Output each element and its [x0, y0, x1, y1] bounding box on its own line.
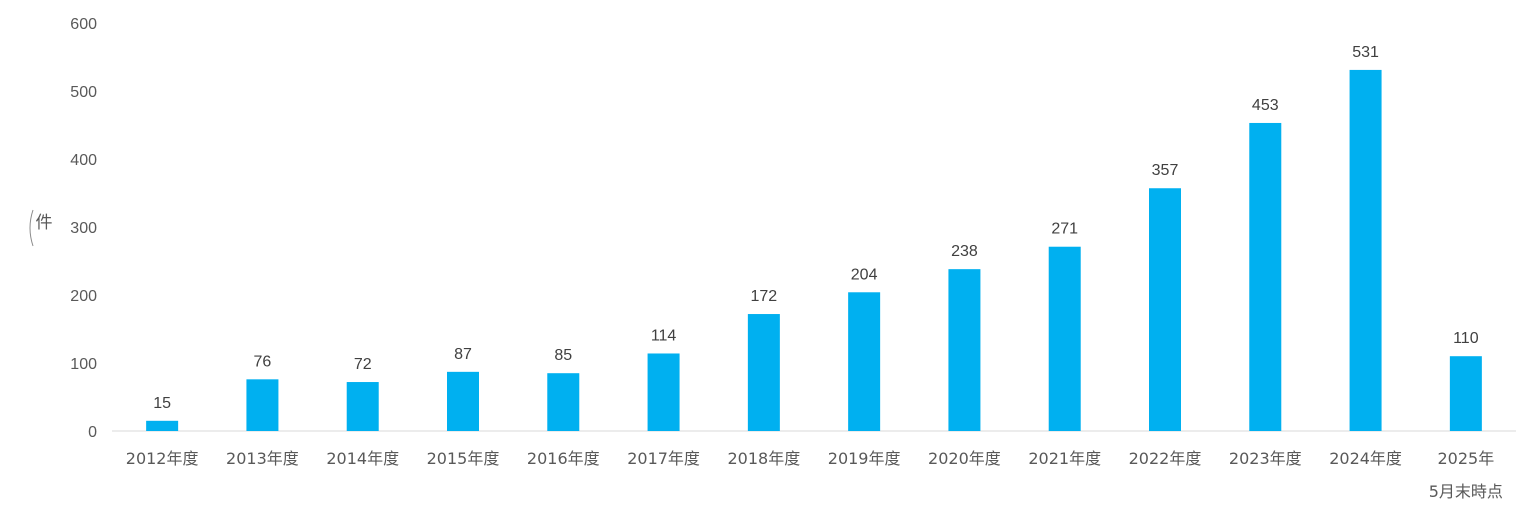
x-tick-label: 2020年度 [928, 449, 1001, 468]
data-label: 271 [1051, 221, 1078, 238]
data-labels: 15 76 72 87 85 114 172 204 238 271 357 453 531 110 [153, 44, 1478, 412]
y-tick-label: 200 [70, 288, 97, 305]
data-label: 15 [153, 395, 171, 412]
x-tick-label: 2023年度 [1229, 449, 1302, 468]
data-label: 238 [951, 243, 978, 260]
y-axis-label: 件 [36, 213, 53, 233]
y-axis-label-bracket [29, 209, 34, 247]
data-label: 114 [651, 327, 677, 344]
x-tick-label: 2025年 [1437, 449, 1494, 468]
x-tick-label: 2018年度 [727, 449, 800, 468]
bar-series [146, 69, 1482, 432]
x-tick-label: 2012年度 [126, 449, 199, 468]
bar [1048, 246, 1081, 431]
x-tick-label: 2014年度 [326, 449, 399, 468]
bar [1249, 122, 1282, 432]
data-label: 531 [1352, 44, 1379, 61]
bar [447, 371, 479, 431]
x-tick-label: 2016年度 [527, 449, 600, 468]
bar [547, 373, 580, 431]
data-label: 453 [1252, 97, 1279, 114]
y-axis-ticks: 0 100 200 300 400 500 600 [70, 16, 97, 441]
bar [346, 382, 379, 431]
bar [848, 292, 881, 431]
data-label: 87 [454, 346, 472, 363]
y-tick-label: 100 [70, 356, 97, 373]
data-label: 204 [851, 266, 878, 283]
data-label: 172 [751, 288, 778, 305]
bar [1449, 356, 1482, 431]
bar [146, 420, 179, 431]
x-tick-label: 2013年度 [226, 449, 299, 468]
x-tick-sublabel: 5月末時点 [1429, 482, 1503, 501]
bar [647, 353, 680, 431]
y-tick-label: 500 [70, 84, 97, 101]
x-axis-categories: 2012年度 2013年度 2014年度 2015年度 2016年度 2017年度 2018… [126, 449, 1503, 501]
x-tick-label: 2019年度 [828, 449, 901, 468]
x-tick-label: 2015年度 [427, 449, 500, 468]
x-tick-label: 2017年度 [627, 449, 700, 468]
bar [246, 379, 279, 431]
y-tick-label: 0 [88, 424, 97, 441]
bar [948, 269, 981, 431]
data-label: 357 [1152, 162, 1179, 179]
x-tick-label: 2022年度 [1129, 449, 1202, 468]
y-tick-label: 600 [70, 16, 97, 33]
bar [1349, 69, 1382, 432]
bar [1149, 188, 1181, 431]
x-tick-label: 2021年度 [1028, 449, 1101, 468]
bar [747, 314, 780, 431]
y-tick-label: 300 [70, 220, 97, 237]
y-tick-label: 400 [70, 152, 97, 169]
x-tick-label: 2024年度 [1329, 449, 1402, 468]
data-label: 85 [554, 347, 572, 364]
data-label: 110 [1453, 330, 1479, 347]
data-label: 76 [254, 353, 272, 370]
data-label: 72 [354, 356, 372, 373]
